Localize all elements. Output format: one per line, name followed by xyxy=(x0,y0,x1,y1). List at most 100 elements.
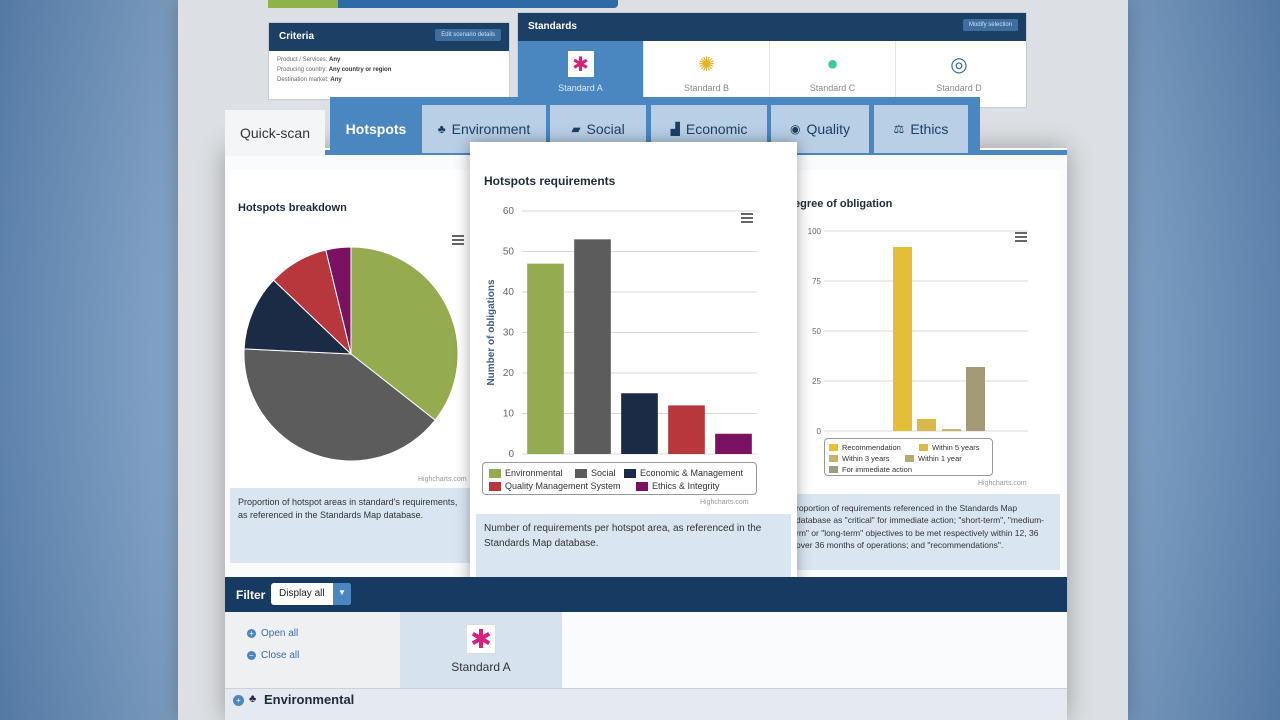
pie-chart xyxy=(243,246,459,462)
y-tick-label: 40 xyxy=(503,287,515,298)
y-tick-label: 0 xyxy=(817,427,822,436)
y-axis-label: Number of obligations xyxy=(486,279,497,386)
pie-slice xyxy=(325,246,352,355)
obligation-description: roportion of requirements referenced in … xyxy=(788,494,1060,570)
environmental-section-row[interactable]: + ♣ Environmental xyxy=(225,688,1067,720)
minus-icon: − xyxy=(247,651,256,660)
tree-icon: ♣ xyxy=(437,122,446,136)
highcharts-credit[interactable]: Highcharts.com xyxy=(978,480,1027,487)
legend-item[interactable]: Within 3 years xyxy=(829,454,890,463)
criteria-row: Producing country: Any country or region xyxy=(277,67,392,73)
standard-label: Standard D xyxy=(936,83,982,93)
bar-title: Hotspots requirements xyxy=(484,174,616,188)
expand-controls: + Open all − Close all xyxy=(225,612,400,688)
pie-slice xyxy=(350,246,459,421)
plus-icon[interactable]: + xyxy=(233,695,244,706)
filter-label: Filter xyxy=(236,588,266,602)
y-tick-label: 30 xyxy=(503,328,515,339)
bar xyxy=(574,239,611,454)
bar xyxy=(917,419,936,431)
standard-c-cell[interactable]: ● Standard C xyxy=(770,41,896,109)
tab-quick-scan[interactable]: Quick-scan xyxy=(225,110,325,156)
tree-icon: ♣ xyxy=(249,693,257,705)
target-icon: ◎ xyxy=(950,53,968,76)
standards-title: Standards xyxy=(528,21,577,32)
standard-label: Standard B xyxy=(683,83,730,93)
obligation-bar-chart: 0 25 50 75 100 xyxy=(808,227,1028,436)
bar xyxy=(942,429,961,431)
standard-d-cell[interactable]: ◎ Standard D xyxy=(896,41,1022,109)
standards-header: Standards Modify selection xyxy=(518,13,1026,41)
degree-of-obligation-card: egree of obligation 0 25 50 75 100 Recommend… xyxy=(788,170,1060,570)
bar xyxy=(893,247,912,431)
standard-a-label: Standard A xyxy=(451,660,511,674)
plus-icon: + xyxy=(247,629,256,638)
y-tick-label: 75 xyxy=(812,277,821,286)
open-all-link[interactable]: + Open all xyxy=(247,628,298,639)
lower-area: + Open all − Close all ✱ Standard A xyxy=(225,612,1067,688)
highcharts-credit[interactable]: Highcharts.com xyxy=(700,499,749,506)
legend-item[interactable]: Within 5 years xyxy=(919,443,980,452)
scales-icon: ⚖ xyxy=(893,122,905,136)
chevron-down-icon[interactable]: ▼ xyxy=(333,583,351,605)
legend-item[interactable]: Economic & Management xyxy=(624,468,743,478)
bar xyxy=(621,393,658,454)
handshake-icon: ▰ xyxy=(571,122,581,136)
legend-item[interactable]: Environmental xyxy=(489,468,563,478)
bar-chart-icon: ▟ xyxy=(670,122,680,136)
highcharts-credit[interactable]: Highcharts.com xyxy=(418,476,467,483)
asterisk-icon: ✱ xyxy=(466,624,496,654)
standard-label: Standard C xyxy=(809,83,856,93)
filter-select[interactable]: Display all xyxy=(271,583,351,605)
legend-item[interactable]: Within 1 year xyxy=(905,454,962,463)
modify-selection-button[interactable]: Modify selection xyxy=(962,19,1018,31)
circle-icon: ● xyxy=(826,52,839,75)
legend-item[interactable]: For immediate action xyxy=(829,465,912,474)
standards-box: Standards Modify selection ✱ Standard A … xyxy=(517,12,1027,109)
bar-legend: Environmental Social Economic & Manageme… xyxy=(482,462,757,495)
tab-hotspots[interactable]: Hotspots xyxy=(333,105,419,153)
chart-menu-icon[interactable] xyxy=(1015,232,1027,242)
criteria-header: Criteria Edit scenario details xyxy=(269,23,509,51)
chart-menu-icon[interactable] xyxy=(741,213,753,223)
back-topbar xyxy=(268,0,618,8)
hotspots-requirements-card: Hotspots requirements 0 10 20 30 40 50 60 Numbe… xyxy=(470,142,797,606)
bar xyxy=(966,367,985,431)
close-all-link[interactable]: − Close all xyxy=(247,650,299,661)
y-tick-label: 10 xyxy=(503,409,515,420)
pie-description: Proportion of hotspot areas in standard'… xyxy=(230,488,470,563)
legend-item[interactable]: Ethics & Integrity xyxy=(636,481,720,491)
criteria-box: Criteria Edit scenario details Product /… xyxy=(268,22,510,100)
asterisk-icon: ✱ xyxy=(567,51,594,77)
y-tick-label: 60 xyxy=(503,206,515,217)
standard-a-column[interactable]: ✱ Standard A xyxy=(400,612,562,688)
y-tick-label: 20 xyxy=(503,368,515,379)
tab-ethics[interactable]: ⚖ Ethics xyxy=(874,105,968,153)
hotspots-breakdown-card: Hotspots breakdown Highcharts.com Propor… xyxy=(230,170,470,563)
criteria-title: Criteria xyxy=(279,31,315,42)
standard-label: Standard A xyxy=(558,83,603,93)
criteria-row: Product / Services: Any xyxy=(277,57,341,63)
standard-b-cell[interactable]: ✺ Standard B xyxy=(644,41,770,109)
edit-scenario-button[interactable]: Edit scenario details xyxy=(435,29,501,41)
pie-title: Hotspots breakdown xyxy=(238,202,347,214)
bar xyxy=(668,405,705,454)
chart-menu-icon[interactable] xyxy=(452,235,464,245)
pie-slice xyxy=(243,279,353,355)
y-tick-label: 100 xyxy=(808,227,822,236)
hotspots-bar-chart: 0 10 20 30 40 50 60 Number of obligations xyxy=(486,206,757,460)
bar xyxy=(715,433,752,454)
obligation-title: egree of obligation xyxy=(794,198,893,210)
bar xyxy=(527,263,564,454)
legend-item[interactable]: Recommendation xyxy=(829,443,901,452)
y-tick-label: 50 xyxy=(812,327,821,336)
legend-item[interactable]: Social xyxy=(575,468,616,478)
badge-icon: ◉ xyxy=(789,122,801,136)
environmental-label: Environmental xyxy=(264,692,355,707)
obligation-legend: Recommendation Within 5 years Within 3 y… xyxy=(824,438,993,476)
gear-icon: ✺ xyxy=(698,53,715,76)
y-tick-label: 50 xyxy=(503,247,515,258)
filter-bar: Filter Display all ▼ xyxy=(225,577,1067,612)
y-tick-label: 0 xyxy=(508,449,514,460)
legend-item[interactable]: Quality Management System xyxy=(489,481,621,491)
